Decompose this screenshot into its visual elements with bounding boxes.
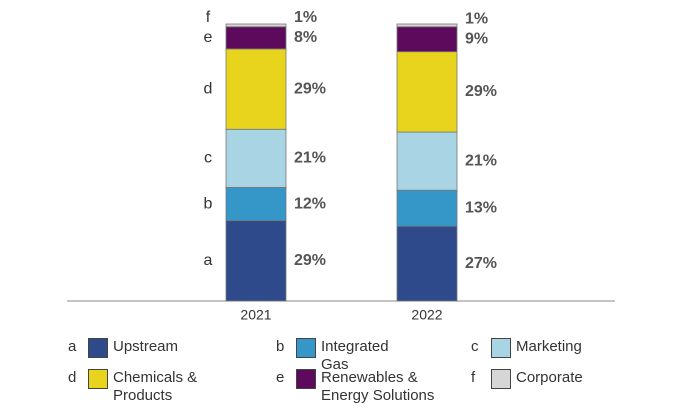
legend-label: Upstream bbox=[113, 338, 179, 355]
legend-label: Corporate bbox=[516, 369, 583, 386]
value-label: 8% bbox=[294, 29, 317, 46]
segment-key: a bbox=[204, 252, 213, 269]
value-label: 13% bbox=[465, 199, 497, 216]
bar-segment bbox=[225, 128, 287, 188]
bar-segment bbox=[396, 225, 458, 302]
legend-key: f bbox=[471, 369, 476, 386]
value-label: 21% bbox=[294, 150, 326, 167]
legend-swatch bbox=[296, 338, 316, 358]
x-tick-label: 2021 bbox=[240, 307, 271, 323]
bar-segment bbox=[225, 26, 287, 50]
bar-segment bbox=[396, 51, 458, 133]
value-label: 1% bbox=[294, 9, 317, 26]
value-label: 1% bbox=[465, 10, 488, 27]
legend-label: Renewables & Energy Solutions bbox=[321, 369, 435, 404]
x-tick-label: 2022 bbox=[411, 307, 442, 323]
legend-swatch bbox=[491, 338, 511, 358]
legend-swatch bbox=[296, 369, 316, 389]
value-label: 29% bbox=[465, 83, 497, 100]
value-label: 9% bbox=[465, 30, 488, 47]
segment-key: f bbox=[206, 9, 211, 26]
bar-segment bbox=[225, 48, 287, 130]
legend-key: b bbox=[276, 338, 285, 355]
segment-key: e bbox=[204, 29, 213, 46]
bar-segment bbox=[396, 131, 458, 191]
chart: 2021 29% a 12% b 21% c 29% d 8% e 1% f 2022 27% 13% 21% 2… bbox=[67, 9, 615, 323]
bar-segment bbox=[225, 187, 287, 222]
bar-segment bbox=[396, 189, 458, 227]
segment-key: c bbox=[204, 150, 212, 167]
legend-key: c bbox=[471, 338, 479, 355]
value-label: 29% bbox=[294, 252, 326, 269]
bar-segment bbox=[225, 220, 287, 302]
legend-key: d bbox=[68, 369, 77, 386]
value-label: 29% bbox=[294, 80, 326, 97]
legend-swatch bbox=[491, 369, 511, 389]
legend-swatch bbox=[88, 338, 108, 358]
legend-swatch bbox=[88, 369, 108, 389]
value-label: 27% bbox=[465, 255, 497, 272]
bar-segment bbox=[396, 26, 458, 53]
legend-label: Chemicals & Products bbox=[113, 369, 198, 404]
legend-key: e bbox=[276, 369, 285, 386]
legend-key: a bbox=[68, 338, 77, 355]
segment-key: d bbox=[204, 80, 213, 97]
legend-label: Integrated Gas bbox=[321, 338, 389, 373]
value-label: 12% bbox=[294, 195, 326, 212]
segment-key: b bbox=[204, 195, 213, 212]
legend-label: Marketing bbox=[516, 338, 582, 355]
value-label: 21% bbox=[465, 152, 497, 169]
bar-segment bbox=[225, 23, 287, 28]
bar-segment bbox=[396, 23, 458, 28]
